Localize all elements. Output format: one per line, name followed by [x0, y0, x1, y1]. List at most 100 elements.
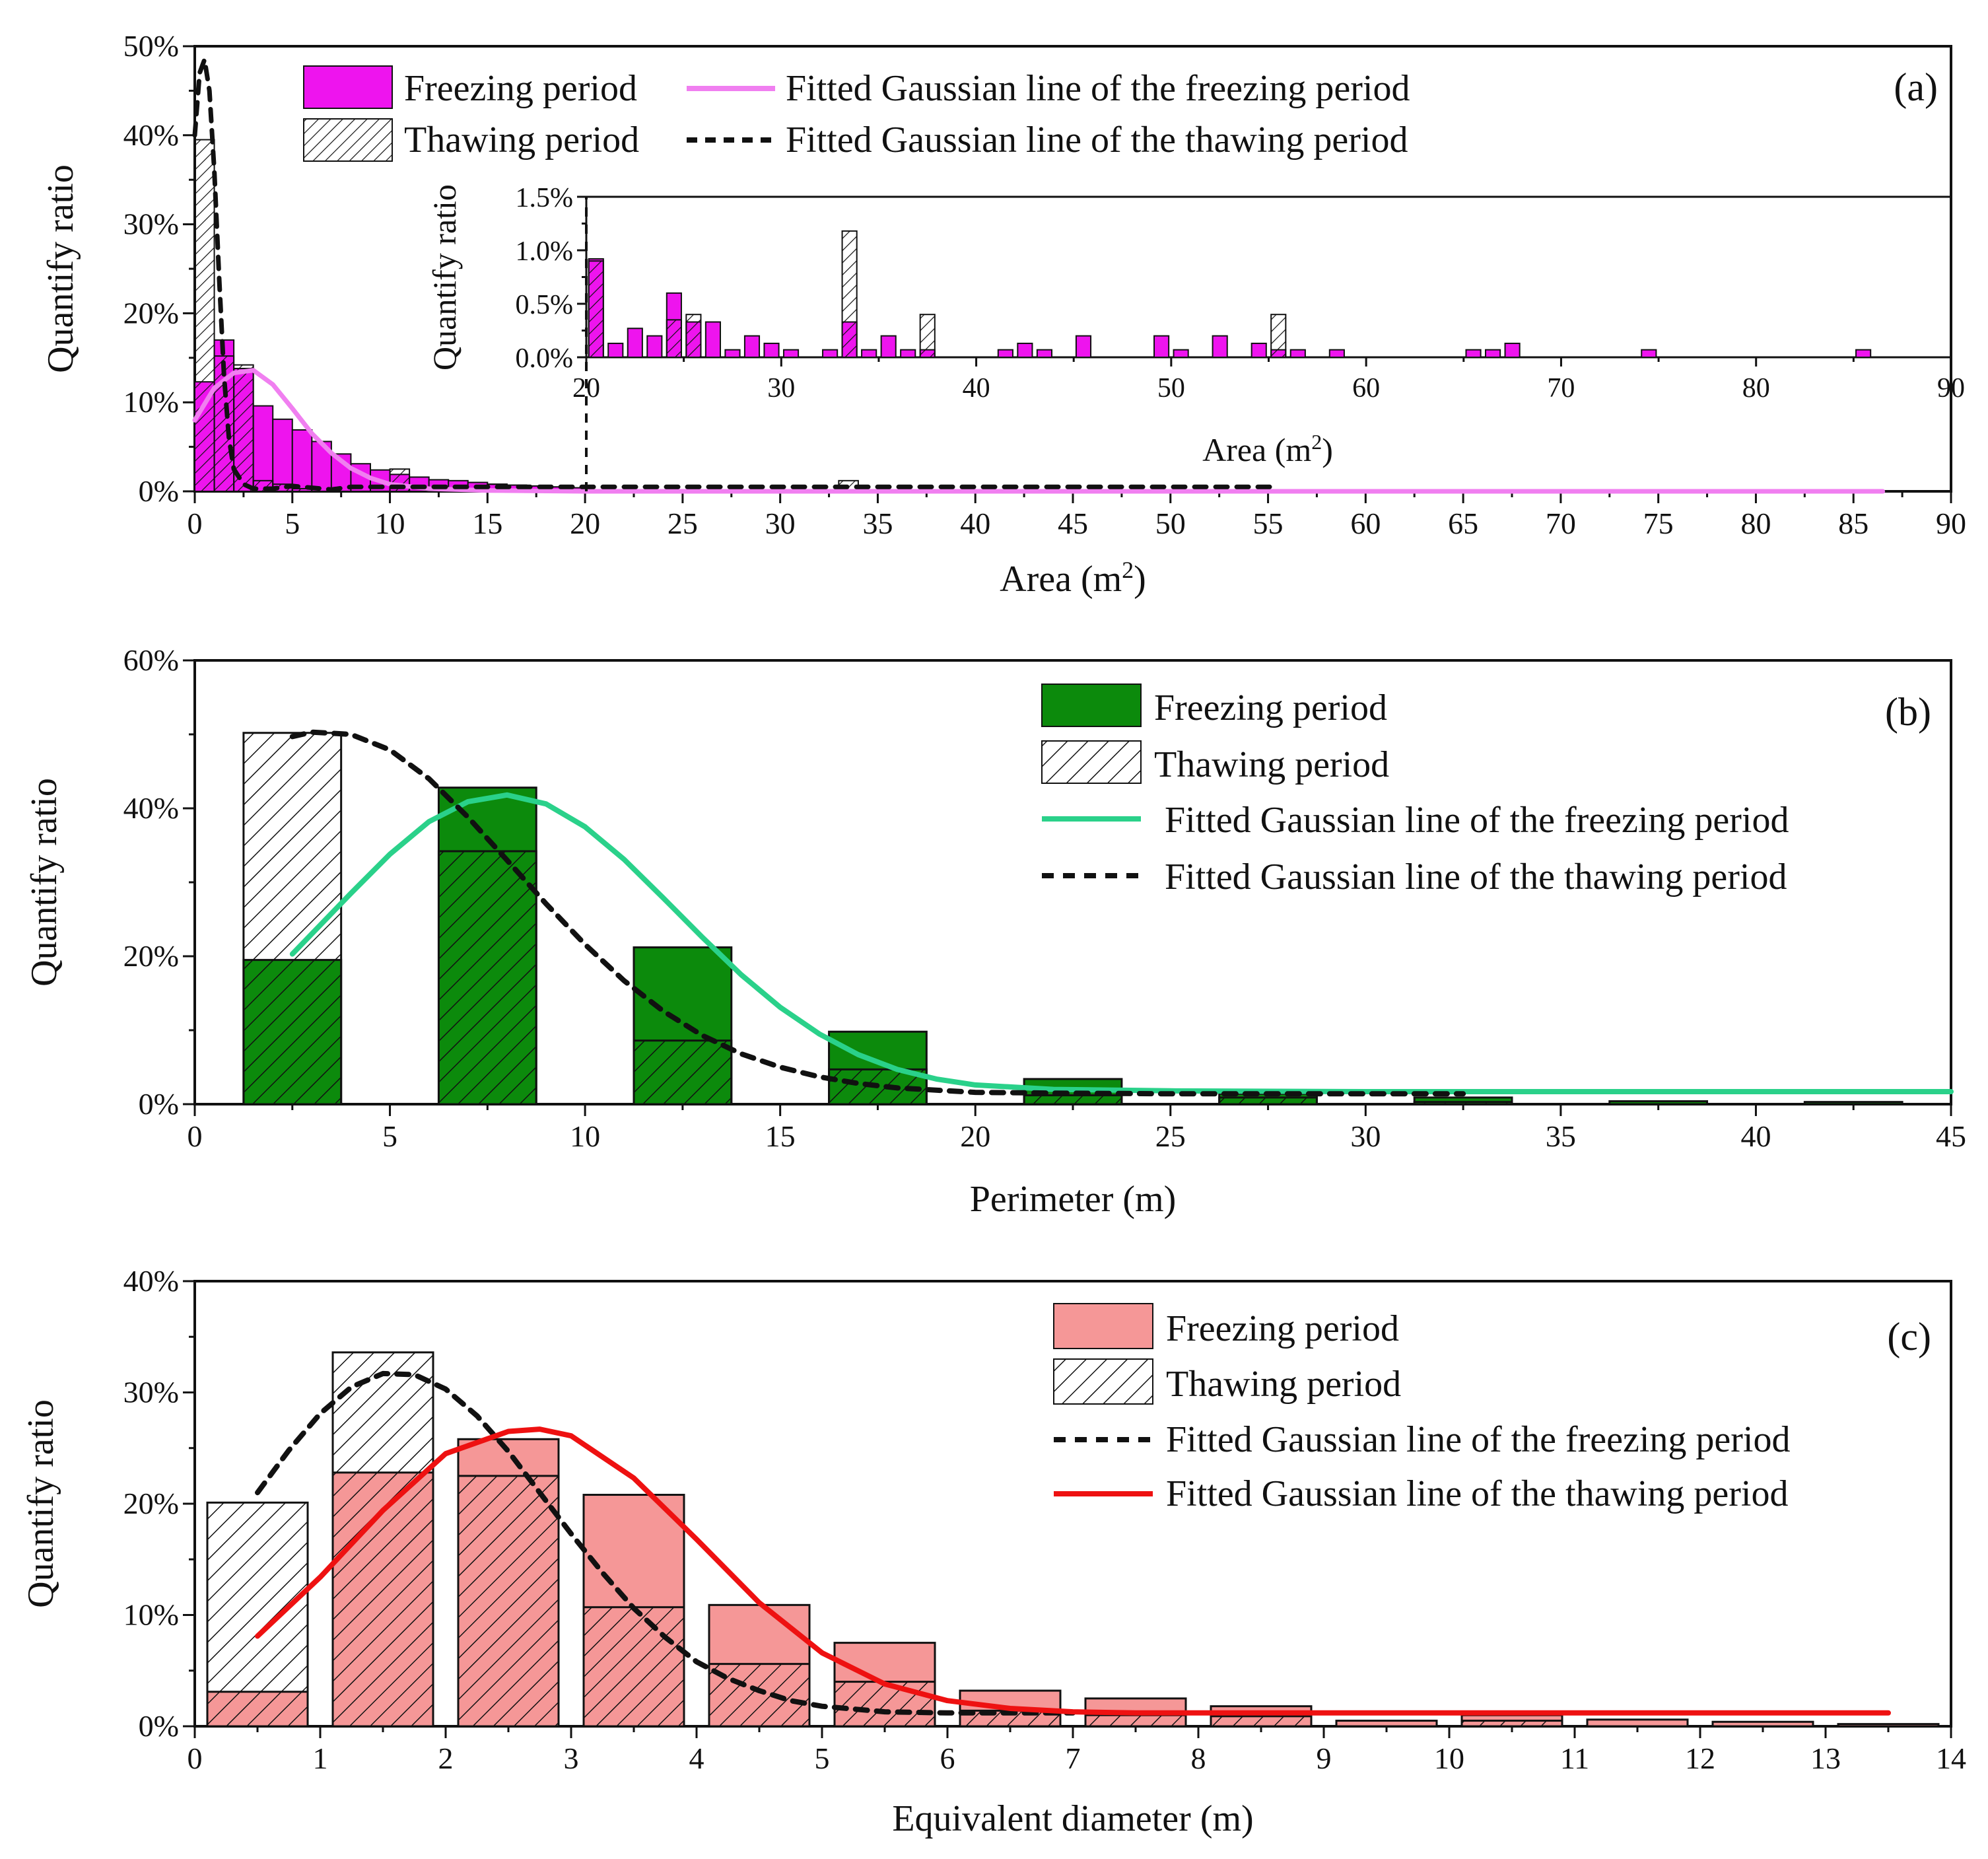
- ai-xtick-label: 50: [1157, 373, 1185, 403]
- a-xtick-label: 50: [1155, 507, 1186, 540]
- legend-b-freezing-fit-label: Fitted Gaussian line of the freezing per…: [1165, 800, 1789, 841]
- b-xtick-label: 15: [765, 1119, 796, 1153]
- thawing-bar: [331, 1351, 434, 1728]
- c-ytick-label: 10%: [123, 1598, 179, 1632]
- freezing-fit-line-b: [289, 792, 1954, 1094]
- freezing-bar: [880, 335, 897, 359]
- freezing-bar: [861, 349, 877, 358]
- legend-c-thawing-label: Thawing period: [1166, 1364, 1401, 1405]
- b-xtick-label: 40: [1740, 1119, 1771, 1153]
- c-xtick-label: 12: [1685, 1741, 1715, 1775]
- panel-b-fit-lines: [289, 729, 1954, 1097]
- panel-b-label: (b): [1885, 690, 1931, 734]
- thawing-bar: [841, 230, 858, 358]
- freezing-bar: [1803, 1101, 1903, 1105]
- thawing-fit-line-b: [289, 729, 1466, 1097]
- panel-c-x-ticks: 0 1 2 3 4 5 6 7 8 9 10 11 12 13 14: [188, 1726, 1966, 1775]
- panel-c: 0%10%20%30%40% 0 1 2 3 4 5 6 7 8 9 10 11 12 13 14 Free…: [20, 1264, 1966, 1839]
- thawing-bar: [1460, 1720, 1563, 1728]
- inset-x-ticks: 20 30 40 50 60 70 80 90: [572, 357, 1965, 403]
- freezing-bar: [627, 328, 643, 359]
- legend-c-freezing-swatch: [1053, 1303, 1153, 1349]
- freezing-bar: [252, 405, 274, 492]
- a-xtick-label: 75: [1643, 507, 1674, 540]
- a-ytick-label: 20%: [123, 296, 179, 330]
- freezing-bar: [1711, 1720, 1814, 1728]
- c-ytick-label: 0%: [139, 1709, 179, 1743]
- freezing-bar: [1641, 349, 1657, 358]
- ai-ytick-label: 0.0%: [516, 343, 574, 374]
- a-xtick-label: 10: [375, 507, 405, 540]
- ai-xtick-label: 40: [963, 373, 990, 403]
- legend-b-freezing-swatch: [1041, 684, 1142, 727]
- freezing-bar: [900, 349, 916, 358]
- a-xtick-label: 65: [1448, 507, 1478, 540]
- legend-c-freezing-label: Freezing period: [1166, 1308, 1399, 1349]
- a-xtick-label: 90: [1936, 507, 1966, 540]
- panel-b-bars: [242, 732, 1903, 1105]
- freezing-bar: [1036, 349, 1052, 358]
- thawing-bar: [242, 732, 343, 1105]
- freezing-bar: [1173, 349, 1189, 358]
- c-ytick-label: 30%: [123, 1376, 179, 1409]
- a-xtick-label: 45: [1058, 507, 1088, 540]
- panel-a-x-ticks: 0 5 10 15 20 25 30 35 40 45 50 55 60 65 70 75 80 85 90: [188, 491, 1966, 540]
- c-xtick-label: 4: [689, 1741, 704, 1775]
- b-xtick-label: 20: [960, 1119, 990, 1153]
- freezing-bar: [1289, 349, 1306, 358]
- c-xtick-label: 6: [940, 1741, 955, 1775]
- ai-xtick-label: 20: [572, 373, 600, 403]
- a-ytick-label: 40%: [123, 118, 179, 152]
- a-xtick-label: 0: [188, 507, 203, 540]
- panel-c-y-axis-label: Quantify ratio: [20, 1399, 61, 1608]
- ai-xtick-label: 80: [1742, 373, 1770, 403]
- thawing-bar: [1218, 1096, 1318, 1105]
- thawing-bar: [666, 319, 682, 358]
- legend-c-thawing-fit-label: Fitted Gaussian line of the thawing peri…: [1166, 1473, 1788, 1514]
- a-ytick-label: 10%: [123, 385, 179, 419]
- freezing-bar: [1251, 342, 1267, 359]
- c-xtick-label: 10: [1434, 1741, 1464, 1775]
- thawing-bar: [1210, 1715, 1313, 1728]
- thawing-bar: [1023, 1094, 1123, 1105]
- a-xtick-label: 60: [1350, 507, 1381, 540]
- legend-a-thawing-label: Thawing period: [404, 120, 639, 160]
- panel-a: 0% 10% 20% 30% 40% 50% 0 5 10 15 20 25 30 35 40 45 50 55…: [40, 29, 1966, 600]
- thawing-bar: [919, 314, 936, 359]
- freezing-bar: [997, 349, 1013, 358]
- a-ytick-label: 50%: [123, 29, 179, 63]
- freezing-bar: [646, 335, 663, 359]
- a-xtick-label: 20: [570, 507, 600, 540]
- freezing-bar: [763, 342, 780, 359]
- thawing-bar: [1084, 1714, 1187, 1728]
- freezing-bar: [291, 429, 313, 492]
- b-xtick-label: 10: [570, 1119, 600, 1153]
- freezing-bar: [1335, 1720, 1438, 1728]
- panel-b-y-ticks: 0% 20% 40% 60%: [123, 643, 195, 1121]
- legend-b-freezing-label: Freezing period: [1154, 687, 1387, 728]
- panel-a-fit-lines: [192, 57, 1886, 494]
- freezing-bar: [1608, 1100, 1709, 1105]
- panel-a-inset: 0.0% 0.5% 1.0% 1.5% 20 30 40 50 60 70 80 90 Quanti…: [426, 183, 1965, 468]
- panel-b-x-axis-label: Perimeter (m): [970, 1179, 1177, 1220]
- inset-y-ticks: 0.0% 0.5% 1.0% 1.5%: [516, 183, 586, 374]
- freezing-bar: [1485, 349, 1501, 358]
- panel-b-y-axis-label: Quantify ratio: [24, 778, 65, 987]
- freezing-bar: [1212, 335, 1228, 359]
- panel-b-x-ticks: 0 5 10 15 20 25 30 35 40 45: [188, 1104, 1966, 1153]
- c-xtick-label: 3: [564, 1741, 579, 1775]
- panel-c-x-axis-label: Equivalent diameter (m): [892, 1798, 1253, 1839]
- a-xtick-label: 70: [1546, 507, 1576, 540]
- legend-a-freezing-fit-label: Fitted Gaussian line of the freezing per…: [786, 68, 1410, 109]
- panel-b-legend: Freezing period Thawing period Fitted Ga…: [1041, 684, 1789, 897]
- a-ytick-label: 0%: [139, 474, 179, 508]
- ai-ytick-label: 0.5%: [516, 290, 574, 320]
- b-xtick-label: 35: [1546, 1119, 1576, 1153]
- panel-a-y-ticks: 0% 10% 20% 30% 40% 50%: [123, 29, 195, 508]
- legend-b-thawing-fit-label: Fitted Gaussian line of the thawing peri…: [1165, 857, 1787, 897]
- panel-c-fit-lines: [255, 1370, 1891, 1716]
- freezing-bar: [704, 321, 722, 359]
- legend-b-thawing-swatch: [1041, 740, 1142, 784]
- legend-a-thawing-swatch: [303, 118, 393, 162]
- thawing-bar: [633, 1039, 733, 1105]
